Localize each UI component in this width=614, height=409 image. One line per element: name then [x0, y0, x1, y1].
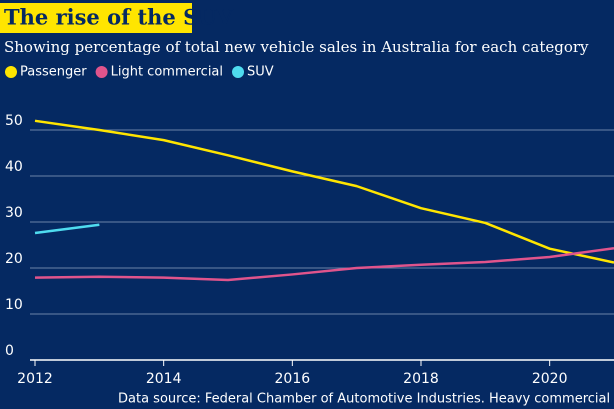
series-line	[34, 119, 614, 264]
x-tick-label: 2018	[403, 371, 439, 387]
series-line	[34, 223, 100, 235]
y-tick-label: 40	[5, 159, 23, 175]
x-tick-label: 2014	[146, 371, 182, 387]
source-note: Data source: Federal Chamber of Automoti…	[118, 392, 614, 407]
title-highlight	[0, 3, 192, 33]
legend-swatch	[5, 66, 17, 78]
x-tick-label: 2020	[532, 371, 568, 387]
legend-swatch	[95, 66, 108, 78]
y-tick-label: 10	[5, 297, 23, 313]
legend-label: Light commercial	[111, 65, 223, 80]
chart-subtitle: Showing percentage of total new vehicle …	[4, 38, 589, 56]
legend-label: Passenger	[20, 65, 87, 80]
chart-title: The rise of the SUV	[4, 5, 234, 30]
x-tick-label: 2012	[17, 371, 53, 387]
y-tick-label: 50	[5, 113, 23, 129]
x-tick-label: 2016	[275, 371, 311, 387]
legend-label: SUV	[247, 65, 274, 80]
y-tick-label: 0	[5, 343, 14, 359]
y-tick-label: 30	[5, 205, 23, 221]
y-tick-label: 20	[5, 251, 23, 267]
legend-swatch	[232, 66, 245, 78]
series-line	[34, 246, 614, 282]
